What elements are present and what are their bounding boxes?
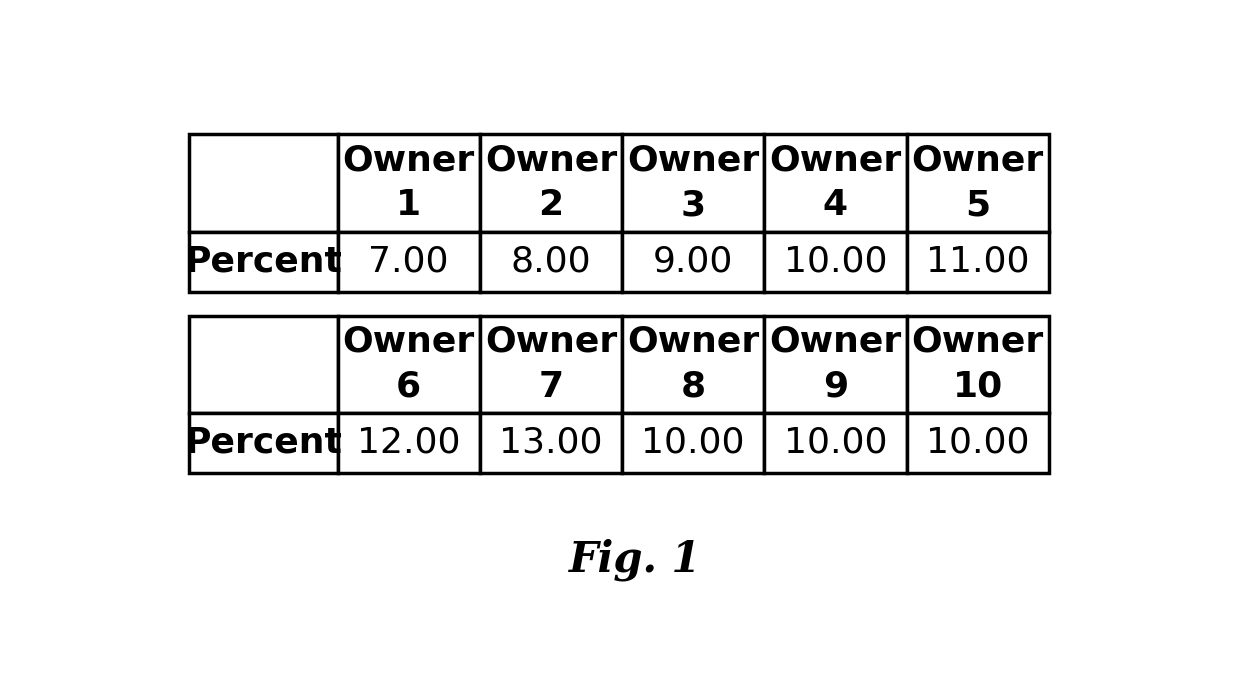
Text: 13.00: 13.00 [500,426,603,460]
Text: Owner
5: Owner 5 [911,143,1044,222]
Bar [622,134,764,231]
Text: Owner
2: Owner 2 [485,143,618,222]
Bar [764,231,906,292]
Bar [906,316,1049,413]
Text: Percent: Percent [185,426,342,460]
Bar [480,316,622,413]
Text: Percent: Percent [185,245,342,279]
Text: 10.00: 10.00 [784,245,887,279]
Text: Owner
8: Owner 8 [627,325,759,404]
Bar [622,316,764,413]
Text: Owner
6: Owner 6 [342,325,475,404]
Text: 11.00: 11.00 [926,245,1029,279]
Text: 10.00: 10.00 [926,426,1029,460]
Bar [906,413,1049,473]
Text: Owner
1: Owner 1 [342,143,475,222]
Bar [764,413,906,473]
Bar [764,134,906,231]
Bar [188,413,337,473]
Bar [188,134,337,231]
Bar [337,316,480,413]
Bar [188,316,337,413]
Bar [188,231,337,292]
Text: 10.00: 10.00 [784,426,887,460]
Bar [480,231,622,292]
Text: Owner
10: Owner 10 [911,325,1044,404]
Bar [622,413,764,473]
Text: Owner
9: Owner 9 [769,325,901,404]
Text: 10.00: 10.00 [641,426,745,460]
Bar [337,134,480,231]
Text: 9.00: 9.00 [653,245,733,279]
Text: Owner
3: Owner 3 [627,143,759,222]
Text: 7.00: 7.00 [368,245,449,279]
Bar [622,231,764,292]
Text: Owner
4: Owner 4 [769,143,901,222]
Bar [764,316,906,413]
Text: Fig. 1: Fig. 1 [569,539,702,581]
Bar [480,413,622,473]
Bar [480,134,622,231]
Text: 12.00: 12.00 [357,426,460,460]
Bar [337,231,480,292]
Bar [906,134,1049,231]
Bar [337,413,480,473]
Bar [906,231,1049,292]
Text: Owner
7: Owner 7 [485,325,618,404]
Text: 8.00: 8.00 [511,245,591,279]
